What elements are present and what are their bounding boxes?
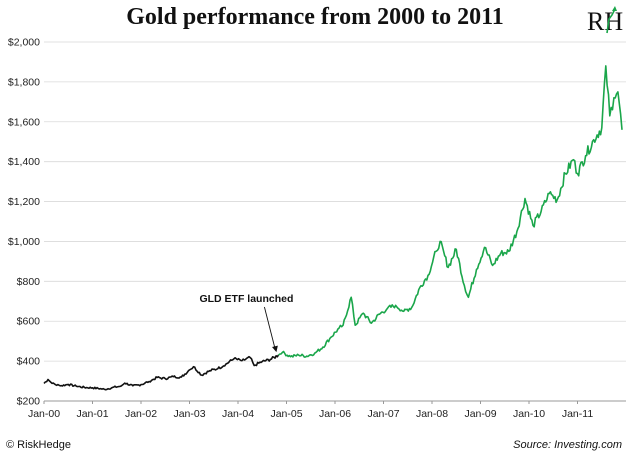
x-tick-label: Jan-09 <box>464 408 496 420</box>
x-tick-label: Jan-05 <box>270 408 302 420</box>
logo-arrow-icon <box>606 8 616 34</box>
logo-arrowhead-icon <box>612 6 617 11</box>
y-tick-label: $600 <box>17 316 41 328</box>
source-text: Source: Investing.com <box>513 439 622 451</box>
x-tick-label: Jan-07 <box>367 408 399 420</box>
y-tick-label: $2,000 <box>8 37 40 49</box>
copyright-text: © RiskHedge <box>6 439 71 451</box>
x-tick-label: Jan-10 <box>513 408 545 420</box>
x-tick-label: Jan-03 <box>173 408 205 420</box>
grid-lines <box>44 41 626 402</box>
series-line <box>43 354 280 391</box>
y-tick-label: $200 <box>17 396 41 408</box>
logo-text: RH <box>587 7 623 36</box>
x-tick-label: Jan-02 <box>125 408 157 420</box>
axes: $200 $400 $600 $800 $1,000 $1,200 $1,400 $1,600… <box>8 37 626 420</box>
y-tick-label: $1,800 <box>8 76 40 88</box>
x-tick-label: Jan-01 <box>76 408 108 420</box>
x-tick-label: Jan-11 <box>562 408 593 420</box>
series-line <box>277 65 623 358</box>
y-tick-label: $800 <box>17 276 41 288</box>
gld-annotation-label: GLD ETF launched <box>199 293 293 305</box>
x-tick-label: Jan-08 <box>416 408 448 420</box>
x-tick-label: Jan-00 <box>28 408 60 420</box>
y-tick-label: $1,200 <box>8 196 40 208</box>
y-tick-label: $1,400 <box>8 156 40 168</box>
y-tick-label: $1,600 <box>8 116 40 128</box>
annotation: GLD ETF launched <box>199 293 293 353</box>
x-tick-label: Jan-06 <box>319 408 351 420</box>
y-tick-label: $400 <box>17 356 41 368</box>
y-tick-label: $1,000 <box>8 236 40 248</box>
annotation-arrowhead-icon <box>272 345 278 353</box>
riskhedge-logo: RH <box>587 6 623 36</box>
chart-title: Gold performance from 2000 to 2011 <box>126 4 504 30</box>
annotation-arrow-line <box>263 306 276 351</box>
series-lines <box>43 65 623 391</box>
x-tick-label: Jan-04 <box>222 408 254 420</box>
